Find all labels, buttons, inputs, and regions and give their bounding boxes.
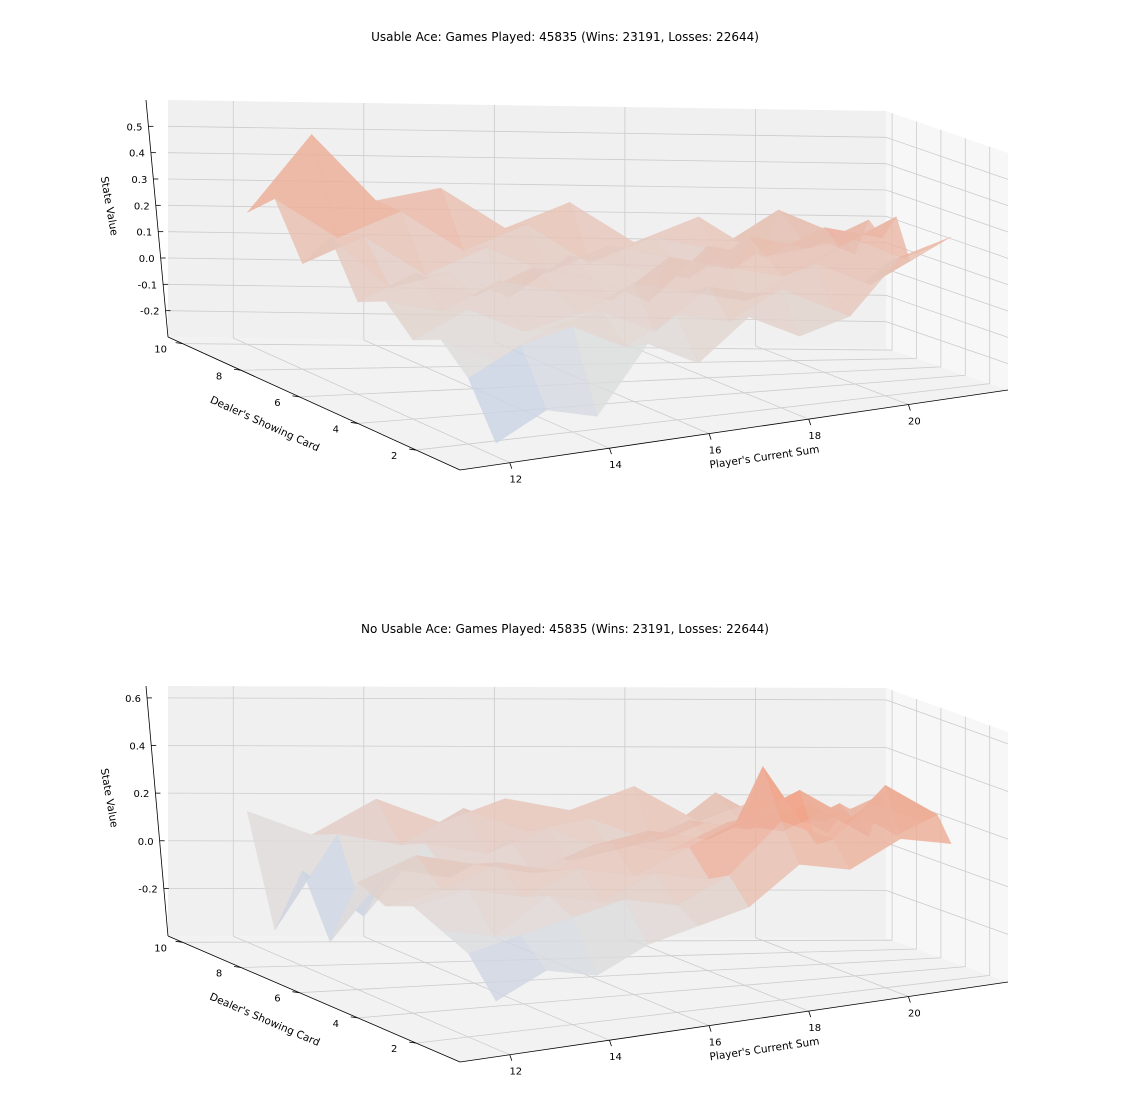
z-tick-label: 0.0 bbox=[139, 254, 155, 265]
floor-pane bbox=[168, 936, 1008, 1062]
x-tick-label: 18 bbox=[808, 431, 821, 442]
surface-plot-no-usable-ace: 12 14 16 18 20 2 4 6 8 10 -0.2 0.0 0.2 0.4 0.6 Player's… bbox=[0, 592, 1130, 1112]
x-tick-mark bbox=[509, 462, 513, 469]
x-tick-mark bbox=[609, 448, 612, 455]
z-tick-label: 0.2 bbox=[134, 201, 150, 212]
y-tick-label: 2 bbox=[391, 451, 397, 462]
gridline-z bbox=[167, 178, 1009, 233]
surface-plot-svg: 12 14 16 18 20 2 4 6 8 10 -0.2 0.0 0.2 0.4 0.6 Player's… bbox=[98, 622, 1009, 1078]
z-tick-label: 0.5 bbox=[127, 122, 143, 133]
x-tick-label: 20 bbox=[908, 417, 921, 428]
y-tick-label: 6 bbox=[274, 398, 280, 409]
y-tick-label: 8 bbox=[216, 969, 222, 980]
y-tick-mark bbox=[175, 342, 183, 345]
surface-plot-usable-ace: 12 14 16 18 20 2 4 6 8 10 -0.2 -0.1 0.0 0.1 0.2 0.3 0.4 0… bbox=[0, 0, 1130, 520]
y-tick-label: 8 bbox=[216, 371, 222, 382]
y-tick-mark bbox=[409, 1041, 417, 1044]
z-tick-label: 0.1 bbox=[136, 228, 152, 239]
gridline-y bbox=[357, 716, 966, 1019]
y-tick-mark bbox=[233, 966, 242, 968]
z-tick-label: 0.4 bbox=[129, 742, 145, 753]
z-tick-label: -0.2 bbox=[140, 307, 160, 318]
y-tick-mark bbox=[409, 448, 417, 451]
x-tick-label: 14 bbox=[609, 460, 622, 471]
gridline-x bbox=[755, 687, 909, 997]
surface-facet bbox=[468, 345, 547, 444]
y-tick-label: 2 bbox=[391, 1044, 397, 1055]
y-axis-label: Dealer's Showing Card bbox=[208, 394, 321, 454]
chart-title: No Usable Ace: Games Played: 45835 (Wins… bbox=[361, 622, 769, 636]
x-axis-label: Player's Current Sum bbox=[709, 1036, 820, 1064]
x-tick-label: 16 bbox=[709, 446, 722, 457]
y-tick-label: 6 bbox=[274, 994, 280, 1005]
y-tick-mark bbox=[292, 395, 300, 398]
z-axis-label: State Value bbox=[98, 767, 120, 828]
x-tick-mark bbox=[907, 996, 911, 1003]
x-axis-line bbox=[459, 981, 1009, 1063]
gridline-z bbox=[167, 125, 1009, 180]
x-tick-mark bbox=[509, 1054, 513, 1061]
x-axis-label: Player's Current Sum bbox=[709, 444, 820, 472]
z-tick-label: -0.1 bbox=[138, 280, 158, 291]
surface-plot-svg: 12 14 16 18 20 2 4 6 8 10 -0.2 -0.1 0.0 0.1 0.2 0.3 0.4 0… bbox=[98, 30, 1009, 486]
z-axis-line bbox=[145, 685, 169, 937]
x-tick-mark bbox=[708, 1025, 712, 1032]
y-tick-label: 10 bbox=[154, 345, 167, 356]
x-tick-label: 14 bbox=[609, 1052, 622, 1063]
z-tick-label: 0.0 bbox=[138, 837, 154, 848]
x-tick-mark bbox=[808, 1010, 812, 1018]
y-tick-label: 4 bbox=[333, 1019, 339, 1030]
x-tick-label: 12 bbox=[509, 1067, 522, 1078]
gridline-y bbox=[240, 699, 917, 968]
x-tick-label: 18 bbox=[808, 1023, 821, 1034]
y-tick-label: 10 bbox=[154, 943, 167, 954]
y-tick-mark bbox=[350, 422, 358, 424]
y-tick-mark bbox=[350, 1016, 358, 1019]
gridline-x bbox=[363, 686, 610, 1041]
z-tick-label: 0.3 bbox=[131, 175, 147, 186]
z-axis-line bbox=[145, 99, 169, 338]
x-tick-mark bbox=[808, 418, 812, 426]
z-tick-label: 0.4 bbox=[129, 149, 145, 160]
z-axis-label: State Value bbox=[98, 176, 120, 237]
y-axis-line bbox=[167, 336, 461, 471]
z-tick-label: 0.6 bbox=[125, 694, 141, 705]
gridline-z bbox=[167, 152, 1009, 207]
z-tick-label: 0.2 bbox=[134, 789, 150, 800]
y-axis-label: Dealer's Showing Card bbox=[208, 991, 322, 1049]
y-tick-mark bbox=[233, 368, 242, 371]
gridline-y bbox=[182, 690, 893, 943]
x-axis-line bbox=[459, 389, 1009, 471]
x-tick-mark bbox=[609, 1040, 612, 1047]
y-axis-line bbox=[167, 935, 461, 1063]
x-tick-label: 20 bbox=[908, 1009, 921, 1020]
x-tick-mark bbox=[708, 433, 712, 440]
x-tick-label: 16 bbox=[709, 1038, 722, 1049]
gridline-x bbox=[232, 686, 510, 1056]
x-tick-label: 12 bbox=[509, 475, 522, 486]
gridline-z bbox=[167, 745, 1009, 792]
chart-title: Usable Ace: Games Played: 45835 (Wins: 2… bbox=[371, 30, 759, 44]
y-tick-label: 4 bbox=[333, 424, 339, 435]
gridline-y bbox=[416, 725, 991, 1044]
y-tick-mark bbox=[292, 991, 300, 994]
surface-facet bbox=[468, 935, 547, 1002]
gridline-z bbox=[167, 697, 1009, 745]
z-tick-label: -0.2 bbox=[138, 884, 158, 895]
x-tick-mark bbox=[907, 404, 911, 411]
y-tick-mark bbox=[175, 940, 183, 943]
